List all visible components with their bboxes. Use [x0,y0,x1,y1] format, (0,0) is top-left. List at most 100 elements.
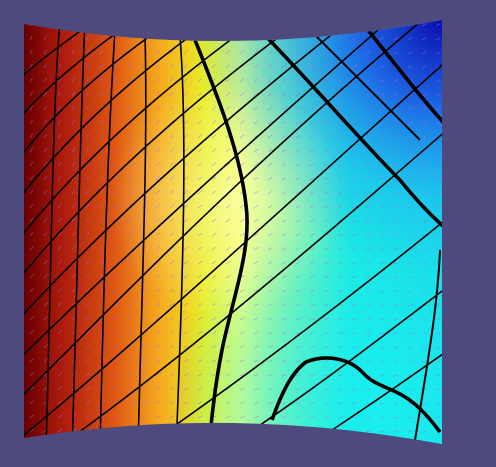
field-arrow [211,162,217,167]
field-arrow [365,191,371,195]
field-arrow [57,428,63,433]
field-arrow [183,106,188,111]
field-arrow [351,36,357,41]
field-arrow [239,289,245,293]
field-arrow [85,386,91,391]
field-arrow [141,358,147,363]
field-arrow [29,330,34,335]
field-arrow [393,346,399,349]
field-arrow [337,346,343,349]
field-arrow [99,35,104,41]
field-arrow [267,78,273,83]
field-arrow [421,276,427,279]
field-arrow [267,204,273,209]
field-arrow [183,345,189,349]
field-arrow [197,106,202,111]
contour-line [248,20,442,242]
field-arrow [211,218,217,223]
field-arrow [155,49,160,55]
field-arrow [309,219,315,223]
field-arrow [113,330,119,335]
field-arrow [323,303,329,307]
field-arrow [43,217,48,223]
field-arrow [197,317,203,321]
field-arrow [323,374,329,377]
field-arrow [309,177,315,181]
field-arrow [379,388,385,391]
field-arrow [267,303,273,307]
field-arrow [183,120,188,125]
field-arrow [267,247,273,251]
field-arrow [197,345,203,349]
field-arrow [57,133,62,139]
field-arrow [71,274,76,279]
field-arrow [253,92,259,97]
field-arrow [85,175,90,181]
field-arrow [421,360,427,363]
field-arrow [393,332,399,335]
field-arrow [29,259,34,265]
field-arrow [309,374,315,377]
field-arrow [57,330,62,335]
field-arrow [225,387,231,391]
field-arrow [379,416,385,419]
field-arrow [407,37,413,41]
field-arrow [225,401,231,405]
field-arrow [351,219,357,223]
field-arrow [379,360,385,363]
field-arrow [281,92,287,97]
field-arrow [211,274,217,279]
field-arrow [351,416,357,419]
field-arrow [337,50,343,55]
field-arrow [57,260,62,265]
field-arrow [197,260,203,265]
field-arrow [211,331,217,335]
field-arrow [309,120,315,125]
field-arrow [239,92,245,97]
field-arrow [337,303,343,307]
field-arrow [43,105,48,111]
field-arrow [57,217,62,223]
field-arrow [267,50,273,55]
field-arrow [281,64,287,69]
field-arrow [127,63,132,69]
field-arrow [43,77,47,83]
field-arrow [225,148,231,153]
field-arrow [351,402,357,405]
field-arrow [85,49,90,55]
field-arrow [309,50,315,55]
field-arrow [211,303,217,307]
field-arrow [57,91,62,97]
field-arrow [43,260,48,265]
field-arrow [155,204,160,209]
field-arrow [435,332,441,335]
field-arrow [183,359,189,363]
field-arrow [99,218,104,223]
field-arrow [351,275,357,279]
field-arrow [435,107,441,111]
field-arrow [211,106,216,111]
field-arrow [239,387,245,391]
field-arrow [225,289,231,293]
field-arrow [253,345,259,349]
field-arrow [435,388,442,391]
field-arrow [309,205,315,209]
field-arrow [351,205,357,209]
field-arrow [365,261,371,265]
field-arrow [225,345,231,349]
field-arrow [309,331,315,335]
field-arrow [169,162,174,167]
field-arrow [197,92,202,97]
streamline [24,20,241,121]
field-arrow [421,318,427,321]
field-arrow [113,147,118,153]
field-arrow [267,345,273,349]
field-arrow [435,51,441,55]
field-arrow [29,105,33,111]
field-arrow [267,134,273,139]
field-arrow [127,91,132,97]
field-arrow [43,189,48,195]
field-arrow [337,163,343,167]
field-arrow [85,274,90,279]
field-arrow [225,359,231,363]
